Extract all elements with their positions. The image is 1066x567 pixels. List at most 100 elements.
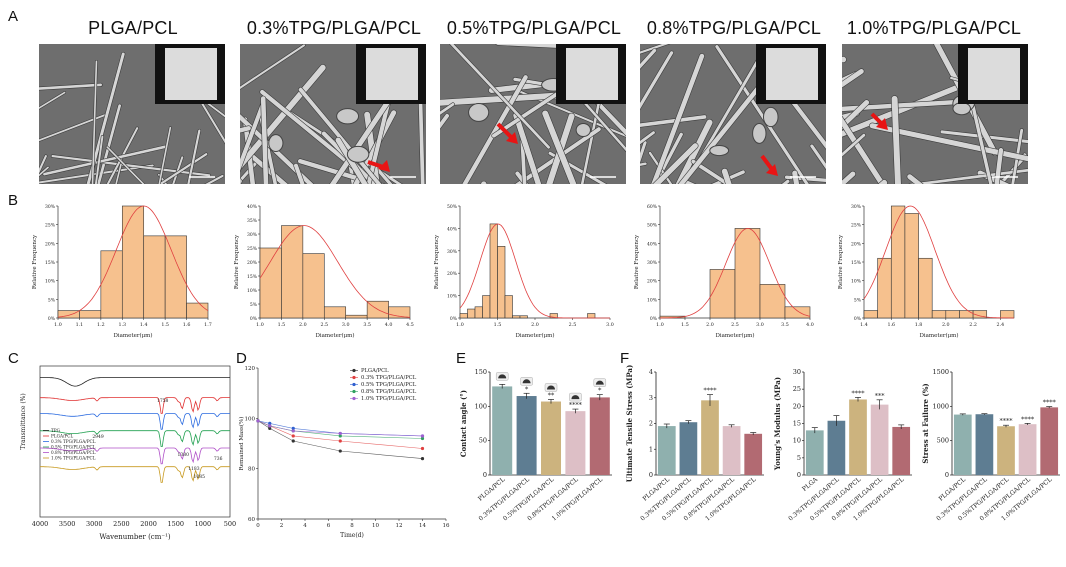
y-tick-label: 15%	[851, 260, 862, 266]
degradation-point	[338, 434, 342, 438]
legend-label: 0.3% TPG/PLGA/PCL	[361, 375, 417, 381]
histogram-bar	[388, 306, 411, 319]
histogram-bar	[121, 205, 145, 319]
sem-inset-photo	[756, 44, 826, 104]
degradation-point	[268, 426, 272, 430]
sem-title-4: 0.8%TPG/PLGA/PCL	[646, 18, 822, 38]
y-tick-label: 30%	[447, 249, 458, 255]
legend-marker	[352, 375, 356, 380]
x-tick-label: 1.5	[278, 322, 286, 328]
y-tick-label: 30%	[647, 260, 658, 266]
y-tick-label: 20%	[647, 279, 658, 285]
ftir-series-line	[40, 397, 230, 414]
legend-label: TPG	[51, 428, 61, 433]
bar	[516, 396, 537, 475]
legend-label: 1.0% TPG/PLGA/PCL	[51, 456, 96, 461]
sem-image-1	[39, 44, 225, 184]
histogram-bar	[259, 247, 282, 319]
significance-label: ****	[704, 387, 718, 395]
degradation-point	[420, 434, 425, 438]
y-tick-label: 10%	[447, 294, 458, 300]
y-tick-label: 20%	[447, 271, 458, 277]
degradation-point	[420, 457, 425, 461]
x-tick-label: 2	[280, 523, 284, 529]
sem-image-5	[842, 44, 1028, 184]
legend-label: 0.5% TPG/PLGA/PCL	[361, 382, 417, 388]
y-tick-label: 80	[248, 467, 255, 473]
peak-label: 736	[214, 456, 223, 462]
sem-inset-photo	[556, 44, 626, 104]
ftir-chart: 4000 3500 3000 2500 2000 1500 1000 500 1758 1380 1…	[20, 365, 236, 541]
bar	[589, 397, 610, 475]
histogram-bar	[345, 314, 368, 319]
x-tick-label: 14	[419, 523, 426, 529]
significance-label: ****	[852, 389, 866, 397]
x-tick-label: 4	[303, 523, 307, 529]
x-tick-label: 4.5	[406, 322, 414, 328]
red-arrow-head-icon	[876, 118, 888, 130]
legend-label: PLGA/PCL	[361, 368, 389, 374]
peak-label: 1380	[178, 452, 190, 458]
histogram-bar	[489, 223, 498, 319]
legend-label: 0.8% TPG/PLGA/PCL	[361, 389, 417, 395]
y-tick-label: 5	[797, 454, 801, 462]
y-tick-label: 30%	[45, 204, 56, 210]
degradation-point	[338, 439, 342, 443]
significance-label: ****	[1021, 415, 1035, 423]
histogram-bar	[459, 313, 468, 319]
y-tick-label: 20%	[247, 260, 258, 266]
y-tick-label: 10%	[851, 279, 862, 285]
sem-title-5: 1.0%TPG/PLGA/PCL	[846, 18, 1022, 38]
y-tick-label: 35%	[247, 218, 258, 224]
panel-letter-d: D	[236, 350, 247, 367]
x-tick-label: 6	[327, 523, 331, 529]
histogram-bar	[759, 284, 786, 319]
x-tick-label: 12	[396, 523, 403, 529]
histogram-bar	[143, 235, 166, 319]
y-tick-label: 15%	[247, 274, 258, 280]
x-tick-label: 500	[224, 520, 236, 528]
x-axis-label: Diameter(μm)	[113, 332, 152, 339]
y-tick-label: 500	[937, 437, 949, 445]
gaussian-fit-line	[863, 205, 1014, 319]
y-tick-label: 0	[483, 471, 487, 479]
y-tick-label: 0	[945, 471, 949, 479]
y-tick-label: 15	[793, 420, 801, 428]
x-axis-label: Diameter(μm)	[715, 332, 754, 339]
histogram-bar	[482, 295, 491, 319]
bar	[744, 433, 763, 475]
significance-label: ****	[569, 401, 583, 409]
y-tick-label: 0%	[650, 316, 658, 322]
droplet-icon	[571, 395, 580, 400]
panel-letter-b: B	[8, 192, 19, 209]
histogram-bar	[959, 310, 974, 319]
y-axis-label: Stress at Failure (%)	[921, 383, 930, 463]
y-tick-label: 25	[793, 385, 801, 393]
y-tick-label: 1000	[932, 402, 949, 410]
x-tick-label: 1.3	[118, 322, 126, 328]
y-tick-label: 50%	[447, 204, 458, 210]
degradation-point	[338, 449, 342, 453]
legend-label: 0.3% TPG/PLGA/PCL	[51, 439, 96, 444]
significance-label: *	[598, 387, 602, 395]
x-tick-label: 1.2	[97, 322, 105, 328]
histogram-b1: 0% 5% 10% 15% 20% 25% 30% 1.0 1.1 1.2 1.3 1.4 1.5 1.6…	[32, 204, 212, 339]
x-tick-label: 1000	[195, 520, 212, 528]
x-tick-label: 2.0	[942, 322, 950, 328]
sem-image-4	[640, 44, 826, 184]
histogram-bar	[784, 306, 811, 319]
y-tick-label: 4	[649, 368, 653, 376]
x-tick-label: 8	[350, 523, 354, 529]
y-tick-label: 150	[475, 368, 487, 376]
y-tick-label: 50%	[647, 223, 658, 229]
y-tick-label: 60%	[647, 204, 658, 210]
degradation-point	[291, 426, 295, 430]
bar	[540, 401, 562, 475]
x-tick-label: 3.5	[781, 322, 789, 328]
sem-inset-photo	[155, 44, 225, 104]
histogram-bar	[474, 306, 483, 319]
x-tick-label: 1.0	[256, 322, 264, 328]
panel-letter-a: A	[8, 8, 19, 25]
legend-label: PLGA/PCL	[51, 434, 73, 439]
x-tick-label: 2500	[113, 520, 130, 528]
